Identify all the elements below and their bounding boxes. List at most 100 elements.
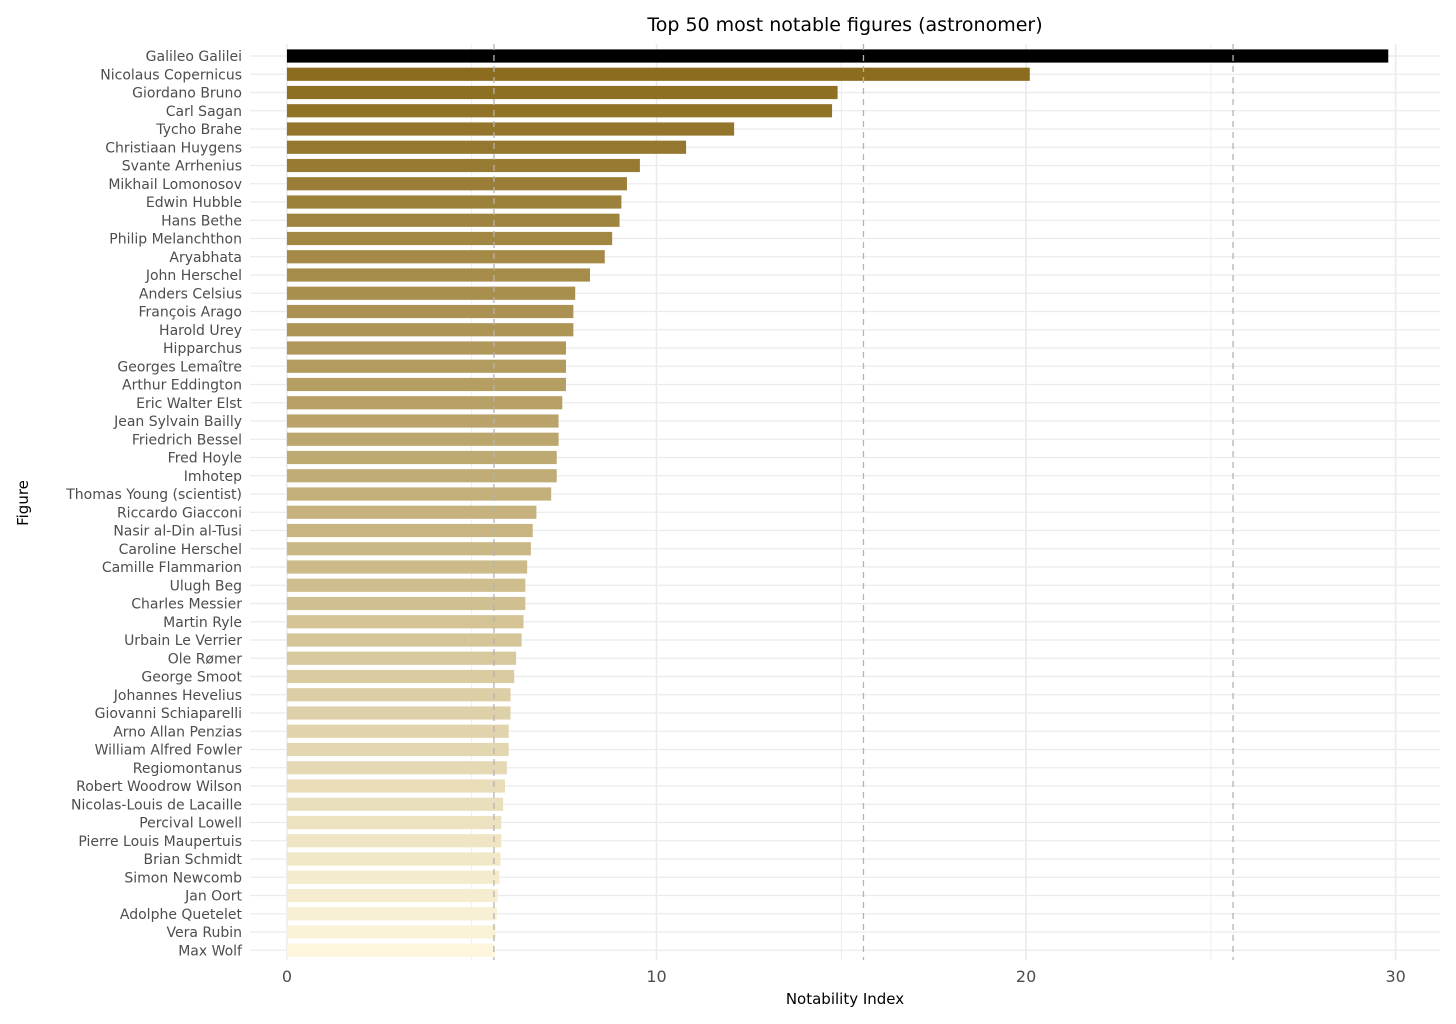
bar xyxy=(286,633,522,647)
bar xyxy=(286,888,498,903)
bar xyxy=(286,414,559,428)
bar xyxy=(286,450,557,465)
x-tick-label: 20 xyxy=(1016,967,1036,986)
bar xyxy=(286,560,528,574)
bar xyxy=(286,469,557,483)
category-label: Hans Bethe xyxy=(161,213,242,229)
y-axis-title: Figure xyxy=(14,480,32,526)
bar xyxy=(286,943,495,957)
x-tick-label: 0 xyxy=(282,967,292,986)
bar xyxy=(286,122,735,136)
bar xyxy=(286,195,622,209)
bar xyxy=(286,377,566,392)
category-label: Charles Messier xyxy=(131,597,242,613)
category-label: Urbain Le Verrier xyxy=(124,633,242,649)
category-label: Jan Oort xyxy=(184,889,242,905)
bar xyxy=(286,724,509,738)
category-label: Arno Allan Penzias xyxy=(113,724,242,740)
category-label: George Smoot xyxy=(141,670,242,686)
bar xyxy=(286,523,533,538)
category-label: William Alfred Fowler xyxy=(95,743,243,759)
bars xyxy=(286,49,1389,957)
category-label: Carl Sagan xyxy=(166,104,242,120)
bar xyxy=(286,231,613,246)
category-label: Nasir al-Din al-Tusi xyxy=(113,524,242,540)
bar xyxy=(286,688,511,702)
bar xyxy=(286,542,531,556)
bar xyxy=(286,615,524,629)
reference-lines xyxy=(493,44,1234,960)
bar xyxy=(286,651,517,665)
category-labels: Galileo Galilei Nicolaus Copernicus Giorda… xyxy=(65,49,243,959)
category-label: François Arago xyxy=(138,305,242,321)
bar xyxy=(286,669,515,684)
bar xyxy=(286,49,1389,63)
category-label: Max Wolf xyxy=(178,943,243,959)
category-label: Simon Newcomb xyxy=(124,870,242,886)
bar xyxy=(286,304,574,319)
category-label: Philip Melanchthon xyxy=(109,232,242,248)
category-label: Mikhail Lomonosov xyxy=(108,177,242,193)
bar xyxy=(286,834,502,848)
bar xyxy=(286,250,605,264)
bar xyxy=(286,706,511,720)
category-label: Christiaan Huygens xyxy=(105,140,242,156)
bar xyxy=(286,177,627,191)
bar xyxy=(286,907,497,921)
category-label: Brian Schmidt xyxy=(143,852,242,868)
bar xyxy=(286,341,566,355)
category-label: Georges Lemaître xyxy=(117,359,242,375)
bar xyxy=(286,286,576,300)
category-label: Anders Celsius xyxy=(139,286,242,302)
category-label: Camille Flammarion xyxy=(102,560,242,576)
bar xyxy=(286,158,640,173)
bar xyxy=(286,779,505,793)
category-label: Caroline Herschel xyxy=(119,542,242,558)
category-label: Giordano Bruno xyxy=(132,86,242,102)
bar xyxy=(286,870,500,884)
bar xyxy=(286,596,526,611)
bar xyxy=(286,925,496,939)
category-label: Vera Rubin xyxy=(166,925,242,941)
category-label: Hipparchus xyxy=(163,341,242,357)
category-label: Tycho Brahe xyxy=(155,122,242,138)
bar xyxy=(286,797,504,811)
category-label: Edwin Hubble xyxy=(146,195,242,211)
category-label: Robert Woodrow Wilson xyxy=(76,779,242,795)
bar xyxy=(286,742,509,757)
chart-title: Top 50 most notable figures (astronomer) xyxy=(646,14,1042,36)
category-label: Fred Hoyle xyxy=(168,451,242,467)
x-tick-label: 30 xyxy=(1385,967,1405,986)
category-label: Giovanni Schiaparelli xyxy=(95,706,242,722)
category-label: Nicolas-Louis de Lacaille xyxy=(71,797,242,813)
category-label: Adolphe Quetelet xyxy=(120,907,243,923)
category-label: Johannes Hevelius xyxy=(113,688,242,704)
category-label: Galileo Galilei xyxy=(146,49,242,65)
category-label: Jean Sylvain Bailly xyxy=(113,414,242,430)
bar xyxy=(286,487,552,501)
category-label: Martin Ryle xyxy=(163,615,242,631)
bar xyxy=(286,505,537,519)
bar xyxy=(286,359,566,373)
x-tick-labels: 0 10 20 30 xyxy=(282,967,1406,986)
category-label: Percival Lowell xyxy=(139,816,242,832)
category-label: Harold Urey xyxy=(159,323,242,339)
category-label: Eric Walter Elst xyxy=(136,396,242,412)
bar xyxy=(286,815,502,830)
bar xyxy=(286,140,687,154)
bar xyxy=(286,761,507,775)
category-label: Nicolaus Copernicus xyxy=(100,67,242,83)
category-label: Arthur Eddington xyxy=(122,378,242,394)
category-label: Friedrich Bessel xyxy=(132,432,242,448)
bar xyxy=(286,396,563,410)
category-label: Ulugh Beg xyxy=(170,578,242,594)
bar xyxy=(286,432,559,446)
bar xyxy=(286,268,590,282)
category-label: Svante Arrhenius xyxy=(122,159,242,175)
bar xyxy=(286,852,501,866)
category-label: Imhotep xyxy=(184,469,242,485)
category-label: Riccardo Giacconi xyxy=(117,505,242,521)
x-axis-title: Notability Index xyxy=(786,990,904,1008)
bar xyxy=(286,213,620,227)
